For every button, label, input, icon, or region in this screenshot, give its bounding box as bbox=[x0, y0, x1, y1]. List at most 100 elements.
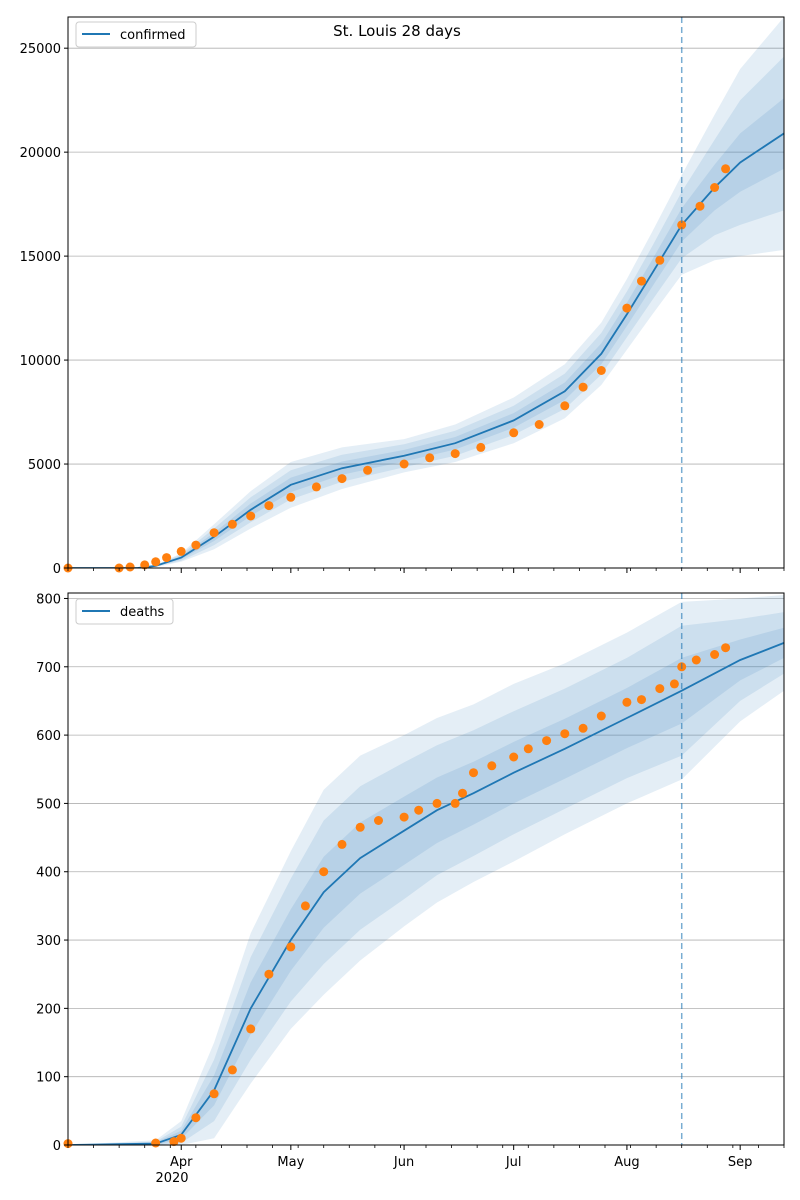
deaths-x-axis: Apr May Jun Jul Aug Sep bbox=[67, 1145, 785, 1170]
observed-point bbox=[399, 459, 409, 469]
observed-point bbox=[264, 969, 274, 979]
y-tick-label: 0 bbox=[53, 1139, 61, 1154]
x-tick-label: May bbox=[277, 1155, 304, 1170]
observed-point bbox=[721, 164, 731, 174]
observed-point bbox=[140, 560, 150, 570]
observed-point bbox=[622, 697, 632, 707]
chart-title: St. Louis 28 days bbox=[333, 22, 461, 40]
observed-point bbox=[125, 562, 135, 572]
deaths-observed-points bbox=[63, 643, 731, 1149]
observed-point bbox=[151, 557, 161, 567]
y-tick-label: 0 bbox=[53, 562, 61, 577]
observed-point bbox=[655, 684, 665, 694]
observed-point bbox=[425, 453, 435, 463]
observed-point bbox=[374, 816, 383, 825]
observed-point bbox=[534, 420, 544, 429]
observed-point bbox=[669, 679, 679, 689]
observed-point bbox=[319, 867, 329, 877]
observed-point bbox=[246, 1024, 256, 1034]
y-tick-label: 300 bbox=[36, 934, 61, 949]
observed-point bbox=[399, 812, 409, 822]
observed-point bbox=[469, 768, 478, 778]
observed-point bbox=[596, 366, 606, 375]
legend-frame bbox=[75, 598, 174, 625]
observed-point bbox=[509, 752, 519, 762]
y-tick-label: 100 bbox=[36, 1071, 61, 1086]
observed-point bbox=[311, 482, 321, 492]
legend-label-deaths: deaths bbox=[120, 605, 165, 620]
y-tick-label: 20000 bbox=[20, 146, 61, 161]
uncertainty-band-2 bbox=[68, 56, 784, 568]
observed-point bbox=[721, 643, 731, 653]
observed-point bbox=[560, 401, 570, 411]
observed-point bbox=[509, 428, 519, 438]
legend-label-confirmed: confirmed bbox=[120, 28, 186, 43]
observed-point bbox=[191, 540, 201, 550]
y-tick-label: 25000 bbox=[20, 42, 61, 57]
confirmed-panel: 0 5000 10000 15000 20000 25000 St. Louis 28 d… bbox=[20, 16, 785, 577]
observed-point bbox=[176, 1133, 186, 1143]
observed-point bbox=[637, 695, 646, 705]
x-tick-label: Apr bbox=[170, 1155, 193, 1170]
observed-point bbox=[450, 798, 460, 808]
deaths-y-axis: 0 100 200 300 400 500 600 700 800 bbox=[36, 592, 68, 1154]
y-tick-label: 400 bbox=[36, 866, 61, 881]
uncertainty-band-1 bbox=[68, 595, 784, 1145]
x-tick-label: Sep bbox=[728, 1155, 753, 1170]
observed-point bbox=[246, 511, 256, 521]
observed-point bbox=[227, 519, 237, 529]
observed-point bbox=[622, 303, 632, 313]
y-tick-label: 700 bbox=[36, 661, 61, 676]
observed-point bbox=[710, 183, 720, 192]
observed-point bbox=[337, 474, 347, 484]
observed-point bbox=[176, 546, 186, 556]
observed-point bbox=[655, 255, 665, 265]
y-tick-label: 15000 bbox=[20, 250, 61, 265]
observed-point bbox=[691, 655, 701, 665]
y-tick-label: 500 bbox=[36, 797, 61, 812]
deaths-model-line bbox=[68, 642, 784, 1145]
confirmed-y-axis: 0 5000 10000 15000 20000 25000 bbox=[20, 42, 68, 577]
observed-point bbox=[209, 1089, 219, 1099]
confirmed-x-axis bbox=[67, 568, 785, 573]
y-tick-label: 800 bbox=[36, 592, 61, 607]
observed-point bbox=[432, 798, 442, 808]
x-tick-label: Jul bbox=[505, 1155, 522, 1170]
observed-point bbox=[162, 553, 172, 563]
observed-point bbox=[414, 805, 424, 815]
observed-point bbox=[560, 729, 570, 739]
observed-point bbox=[151, 1138, 161, 1148]
observed-point bbox=[286, 942, 296, 952]
observed-point bbox=[542, 736, 552, 746]
observed-point bbox=[578, 723, 588, 733]
observed-point bbox=[637, 276, 646, 286]
observed-point bbox=[695, 201, 705, 211]
legend-frame bbox=[75, 21, 197, 48]
y-tick-label: 200 bbox=[36, 1002, 61, 1017]
observed-point bbox=[286, 492, 296, 502]
deaths-legend: deaths bbox=[75, 598, 174, 625]
observed-point bbox=[450, 449, 460, 459]
observed-point bbox=[264, 501, 274, 511]
observed-point bbox=[191, 1113, 201, 1123]
uncertainty-band-2 bbox=[68, 612, 784, 1145]
y-tick-label: 600 bbox=[36, 729, 61, 744]
observed-point bbox=[355, 822, 365, 832]
observed-point bbox=[476, 442, 486, 452]
observed-point bbox=[337, 839, 347, 849]
x-tick-label: Jun bbox=[393, 1155, 414, 1170]
deaths-panel: 0 100 200 300 400 500 600 700 800 Apr May Jun Jul Au… bbox=[36, 592, 785, 1186]
observed-point bbox=[677, 220, 687, 230]
observed-point bbox=[169, 1137, 179, 1147]
observed-point bbox=[578, 382, 588, 392]
observed-point bbox=[458, 788, 467, 798]
observed-point bbox=[596, 711, 606, 721]
confirmed-legend: confirmed bbox=[75, 21, 197, 48]
observed-point bbox=[487, 761, 497, 771]
observed-point bbox=[710, 650, 720, 659]
y-tick-label: 5000 bbox=[28, 458, 61, 473]
x-tick-label: Aug bbox=[614, 1155, 639, 1170]
observed-point bbox=[363, 465, 373, 475]
y-tick-label: 10000 bbox=[20, 354, 61, 369]
